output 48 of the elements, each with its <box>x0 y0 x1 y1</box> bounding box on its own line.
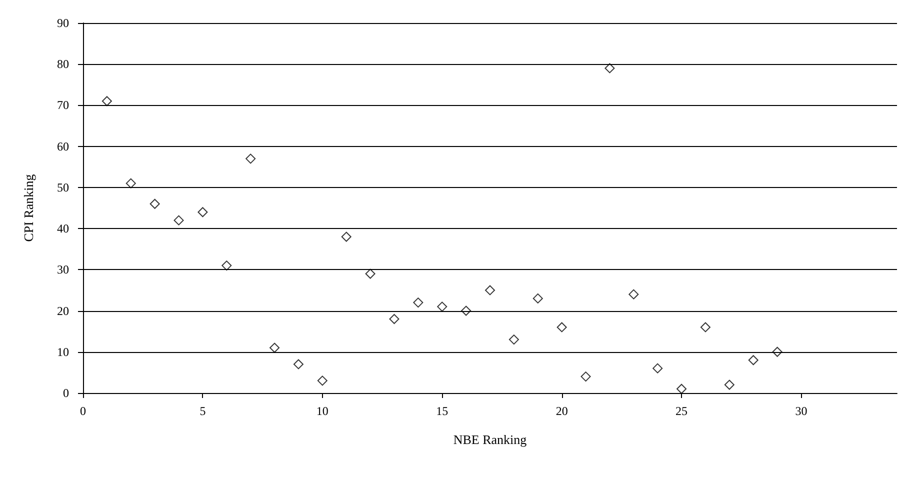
point <box>532 293 543 304</box>
point <box>485 285 495 296</box>
point <box>150 198 160 209</box>
point <box>126 178 136 188</box>
x-tick-label: 25 <box>676 404 688 418</box>
point <box>676 384 687 394</box>
point <box>102 96 112 106</box>
x-tick-label: 0 <box>80 404 86 418</box>
point <box>628 289 639 300</box>
point <box>198 207 208 218</box>
point <box>508 334 519 345</box>
point <box>724 380 734 390</box>
point <box>389 314 400 324</box>
point <box>556 322 567 332</box>
x-tick-label: 15 <box>436 404 448 418</box>
x-tick-label: 10 <box>316 404 328 418</box>
y-axis-title: CPI Ranking <box>21 174 36 242</box>
y-tick-label: 20 <box>57 304 69 318</box>
point <box>246 154 256 164</box>
point <box>604 63 615 74</box>
x-tick-label: 5 <box>200 404 206 418</box>
point <box>341 232 352 242</box>
point <box>293 359 304 370</box>
point <box>317 376 328 386</box>
point <box>222 260 232 271</box>
x-tick-label: 30 <box>795 404 808 418</box>
point <box>700 322 710 332</box>
point <box>365 268 376 279</box>
point <box>413 298 424 308</box>
y-tick-label: 50 <box>57 180 69 194</box>
y-tick-label: 90 <box>57 16 69 30</box>
y-tick-label: 70 <box>57 98 69 112</box>
point <box>580 372 591 382</box>
point <box>270 342 280 353</box>
point <box>437 302 448 312</box>
x-axis-title: NBE Ranking <box>453 432 528 447</box>
point <box>772 346 782 357</box>
point <box>174 215 184 226</box>
y-tick-label: 60 <box>57 139 69 154</box>
y-tick-label: 30 <box>57 262 69 277</box>
point <box>652 363 663 374</box>
x-tick-label: 20 <box>556 404 568 418</box>
y-tick-label: 0 <box>63 386 69 400</box>
y-tick-label: 80 <box>57 57 69 72</box>
y-tick-label: 40 <box>57 222 69 236</box>
y-tick-label: 10 <box>57 344 69 359</box>
point <box>748 355 758 366</box>
point <box>461 306 472 316</box>
